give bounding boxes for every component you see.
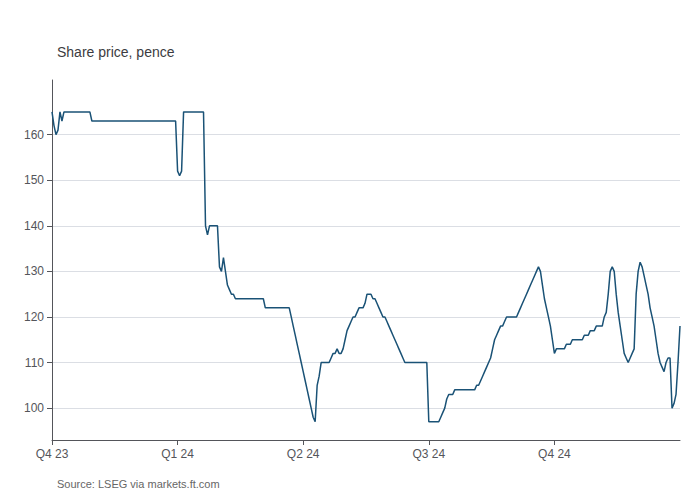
svg-text:Q4 24: Q4 24 bbox=[538, 447, 571, 461]
svg-text:Source: LSEG via markets.ft.co: Source: LSEG via markets.ft.com bbox=[57, 478, 220, 490]
svg-text:150: 150 bbox=[24, 173, 44, 187]
svg-text:Q1 24: Q1 24 bbox=[161, 447, 194, 461]
svg-text:120: 120 bbox=[24, 310, 44, 324]
svg-text:160: 160 bbox=[24, 128, 44, 142]
svg-text:Q4 23: Q4 23 bbox=[36, 447, 69, 461]
svg-text:140: 140 bbox=[24, 219, 44, 233]
svg-text:Q3 24: Q3 24 bbox=[412, 447, 445, 461]
svg-text:110: 110 bbox=[25, 356, 44, 370]
svg-text:100: 100 bbox=[24, 401, 44, 415]
svg-text:Share price, pence: Share price, pence bbox=[57, 44, 175, 60]
svg-text:Q2 24: Q2 24 bbox=[287, 447, 320, 461]
svg-text:130: 130 bbox=[24, 264, 44, 278]
